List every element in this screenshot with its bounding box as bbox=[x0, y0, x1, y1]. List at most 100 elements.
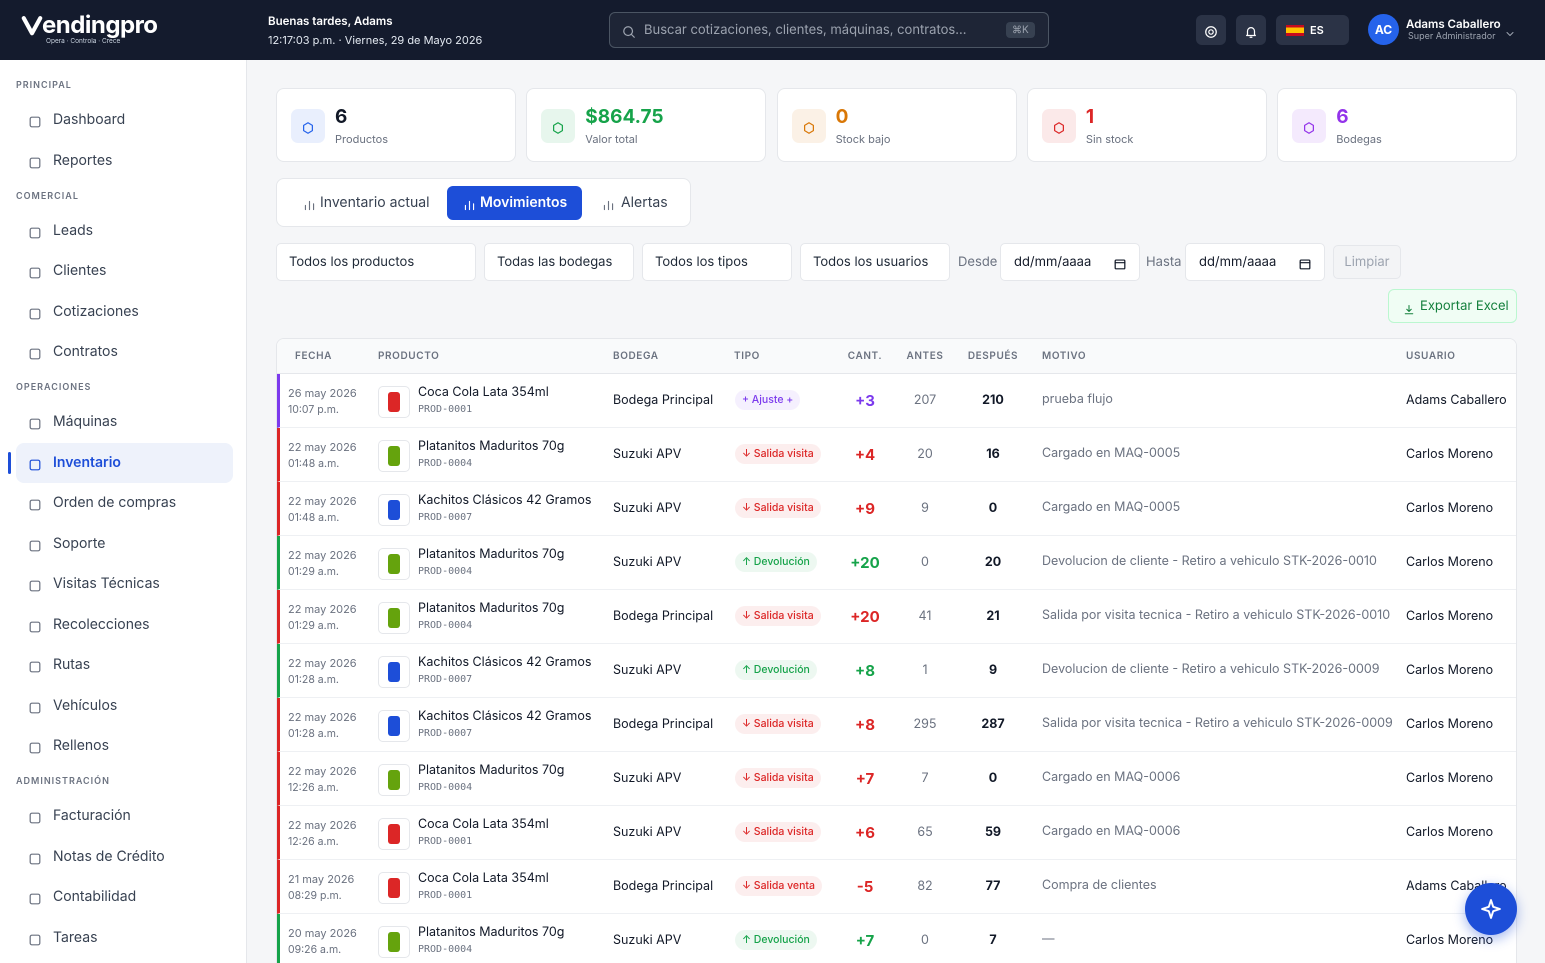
search-box[interactable]: Buscar cotizaciones, clientes, máquinas,… bbox=[609, 12, 1049, 48]
tab[interactable]: Inventario actual bbox=[287, 186, 437, 220]
sidebar-item[interactable]: Leads bbox=[16, 211, 233, 251]
product-name: Platanitos Maduritos 70g bbox=[418, 925, 565, 940]
tab[interactable]: Alertas bbox=[587, 186, 677, 220]
column-header: TIPO bbox=[734, 350, 760, 362]
row-time: 01:48 a.m. bbox=[288, 457, 340, 470]
stat-glyph bbox=[1302, 119, 1316, 134]
table-row[interactable]: 26 may 2026 10:07 p.m. Coca Cola Lata 354m… bbox=[277, 374, 1516, 428]
table-row[interactable]: 22 may 2026 01:29 a.m. Platanitos Madurito… bbox=[277, 590, 1516, 644]
filter-select[interactable]: Todos los usuarios bbox=[800, 243, 950, 281]
row-time: 10:07 p.m. bbox=[288, 403, 339, 416]
sidebar-item[interactable]: Clientes bbox=[16, 251, 233, 291]
export-button[interactable]: Exportar Excel bbox=[1388, 289, 1517, 323]
stat-icon bbox=[1041, 109, 1076, 143]
filter-select[interactable]: Todos los productos bbox=[276, 243, 476, 281]
stat-glyph bbox=[551, 119, 565, 134]
user: Carlos Moreno bbox=[1406, 663, 1494, 678]
filter-select[interactable]: Todos los tipos bbox=[642, 243, 792, 281]
sidebar-item[interactable]: Recolecciones bbox=[16, 605, 233, 645]
sidebar-item[interactable]: Contratos bbox=[16, 332, 233, 372]
row-date: 22 may 2026 bbox=[288, 764, 357, 778]
sidebar-item[interactable]: Soporte bbox=[16, 524, 233, 564]
sidebar-icon bbox=[28, 809, 42, 824]
sidebar-label: Visitas Técnicas bbox=[53, 575, 160, 592]
table-row[interactable]: 22 may 2026 01:29 a.m. Platanitos Madurito… bbox=[277, 536, 1516, 590]
avatar[interactable]: AC bbox=[1368, 14, 1399, 45]
sidebar-item[interactable]: Reportes bbox=[16, 141, 233, 181]
quantity: +8 bbox=[855, 715, 875, 734]
table-header bbox=[277, 339, 1516, 374]
date-input[interactable]: dd/mm/aaaa bbox=[1000, 243, 1140, 281]
table-row[interactable]: 22 may 2026 01:48 a.m. Platanitos Madurito… bbox=[277, 428, 1516, 482]
type-badge: ↑ Devolución bbox=[735, 660, 817, 680]
product-name: Platanitos Maduritos 70g bbox=[418, 763, 565, 778]
stock-before: 65 bbox=[917, 825, 933, 840]
user: Adams Caballero bbox=[1406, 393, 1507, 408]
date-placeholder: dd/mm/aaaa bbox=[1014, 254, 1092, 270]
sidebar-item[interactable]: Visitas Técnicas bbox=[16, 564, 233, 604]
reason: Cargado en MAQ-0005 bbox=[1042, 446, 1181, 461]
sidebar-icon bbox=[28, 113, 42, 128]
product-code: PROD-0004 bbox=[418, 944, 473, 955]
clear-button[interactable]: Limpiar bbox=[1333, 245, 1401, 279]
sidebar-item[interactable]: Inventario bbox=[16, 442, 233, 483]
stat-card: $864.75 Valor total bbox=[526, 88, 767, 162]
tab-icon bbox=[602, 196, 615, 211]
sidebar-item[interactable]: Facturación bbox=[16, 796, 233, 836]
sidebar-item[interactable]: Máquinas bbox=[16, 402, 233, 442]
product-name: Platanitos Maduritos 70g bbox=[418, 547, 565, 562]
reason: Cargado en MAQ-0005 bbox=[1042, 500, 1181, 515]
sidebar-item[interactable]: Orden de compras bbox=[16, 483, 233, 523]
stat-label: Bodegas bbox=[1336, 132, 1382, 146]
date-input[interactable]: dd/mm/aaaa bbox=[1185, 243, 1325, 281]
assistant-button[interactable] bbox=[1465, 883, 1517, 935]
filter-select[interactable]: Todas las bodegas bbox=[484, 243, 634, 281]
type-badge: ↓ Salida visita bbox=[735, 714, 821, 734]
product-name: Kachitos Clásicos 42 Gramos bbox=[418, 493, 592, 508]
sidebar-icon bbox=[28, 537, 42, 551]
stat-icon bbox=[541, 109, 576, 143]
stat-glyph bbox=[802, 119, 816, 134]
table-row[interactable]: 22 may 2026 01:48 a.m. Kachitos Clásicos 4… bbox=[277, 482, 1516, 536]
stock-before: 295 bbox=[913, 717, 937, 732]
type-badge: ↓ Salida visita bbox=[735, 768, 821, 788]
sidebar-label: Inventario bbox=[53, 453, 121, 471]
tab[interactable]: Movimientos bbox=[447, 186, 582, 220]
table-row[interactable]: 22 may 2026 01:28 a.m. Kachitos Clásicos 4… bbox=[277, 644, 1516, 698]
sidebar-label: Dashboard bbox=[53, 111, 126, 128]
sidebar-item[interactable]: Rutas bbox=[16, 645, 233, 685]
stock-before: 0 bbox=[921, 933, 929, 948]
product-image-fill bbox=[388, 608, 400, 628]
warehouse: Suzuki APV bbox=[613, 663, 682, 678]
table-row[interactable]: 20 may 2026 09:26 a.m. Platanitos Madurito… bbox=[277, 914, 1516, 963]
sidebar: PRINCIPAL Dashboard Reportes COMERCIAL Leads… bbox=[0, 60, 247, 963]
table-row[interactable]: 21 may 2026 08:29 p.m. Coca Cola Lata 354m… bbox=[277, 860, 1516, 914]
tab-label: Movimientos bbox=[480, 194, 568, 211]
sidebar-item[interactable]: Notas de Crédito bbox=[16, 837, 233, 877]
sidebar-item[interactable]: Dashboard bbox=[16, 100, 233, 140]
language-button[interactable]: ES bbox=[1276, 15, 1349, 45]
sidebar-item[interactable]: Tareas bbox=[16, 918, 233, 958]
reason: Cargado en MAQ-0006 bbox=[1042, 770, 1181, 785]
stat-value: 6 bbox=[335, 105, 348, 128]
notifications-button[interactable] bbox=[1236, 15, 1266, 45]
product-image bbox=[378, 818, 410, 850]
movements-table: FECHA PRODUCTO BODEGA TIPO CANT. ANTES DESPUÉS… bbox=[276, 338, 1517, 963]
sidebar-item[interactable]: Rellenos bbox=[16, 726, 233, 766]
user: Carlos Moreno bbox=[1406, 555, 1494, 570]
table-row[interactable]: 22 may 2026 01:28 a.m. Kachitos Clásicos 4… bbox=[277, 698, 1516, 752]
sidebar-item[interactable]: Cotizaciones bbox=[16, 292, 233, 332]
table-row[interactable]: 22 may 2026 12:26 a.m. Platanitos Madurito… bbox=[277, 752, 1516, 806]
user: Carlos Moreno bbox=[1406, 501, 1494, 516]
sidebar-label: Reportes bbox=[53, 151, 113, 169]
sidebar-item[interactable]: Contabilidad bbox=[16, 877, 233, 917]
row-date: 20 may 2026 bbox=[288, 926, 357, 940]
stock-before: 20 bbox=[917, 447, 933, 462]
table-row[interactable]: 22 may 2026 12:26 a.m. Coca Cola Lata 354m… bbox=[277, 806, 1516, 860]
settings-button[interactable] bbox=[1196, 15, 1226, 45]
sidebar-label: Notas de Crédito bbox=[53, 847, 165, 865]
row-time: 01:28 a.m. bbox=[288, 673, 339, 686]
download-icon bbox=[1403, 300, 1415, 315]
sidebar-item[interactable]: Vehículos bbox=[16, 686, 233, 726]
row-time: 01:28 a.m. bbox=[288, 727, 339, 740]
